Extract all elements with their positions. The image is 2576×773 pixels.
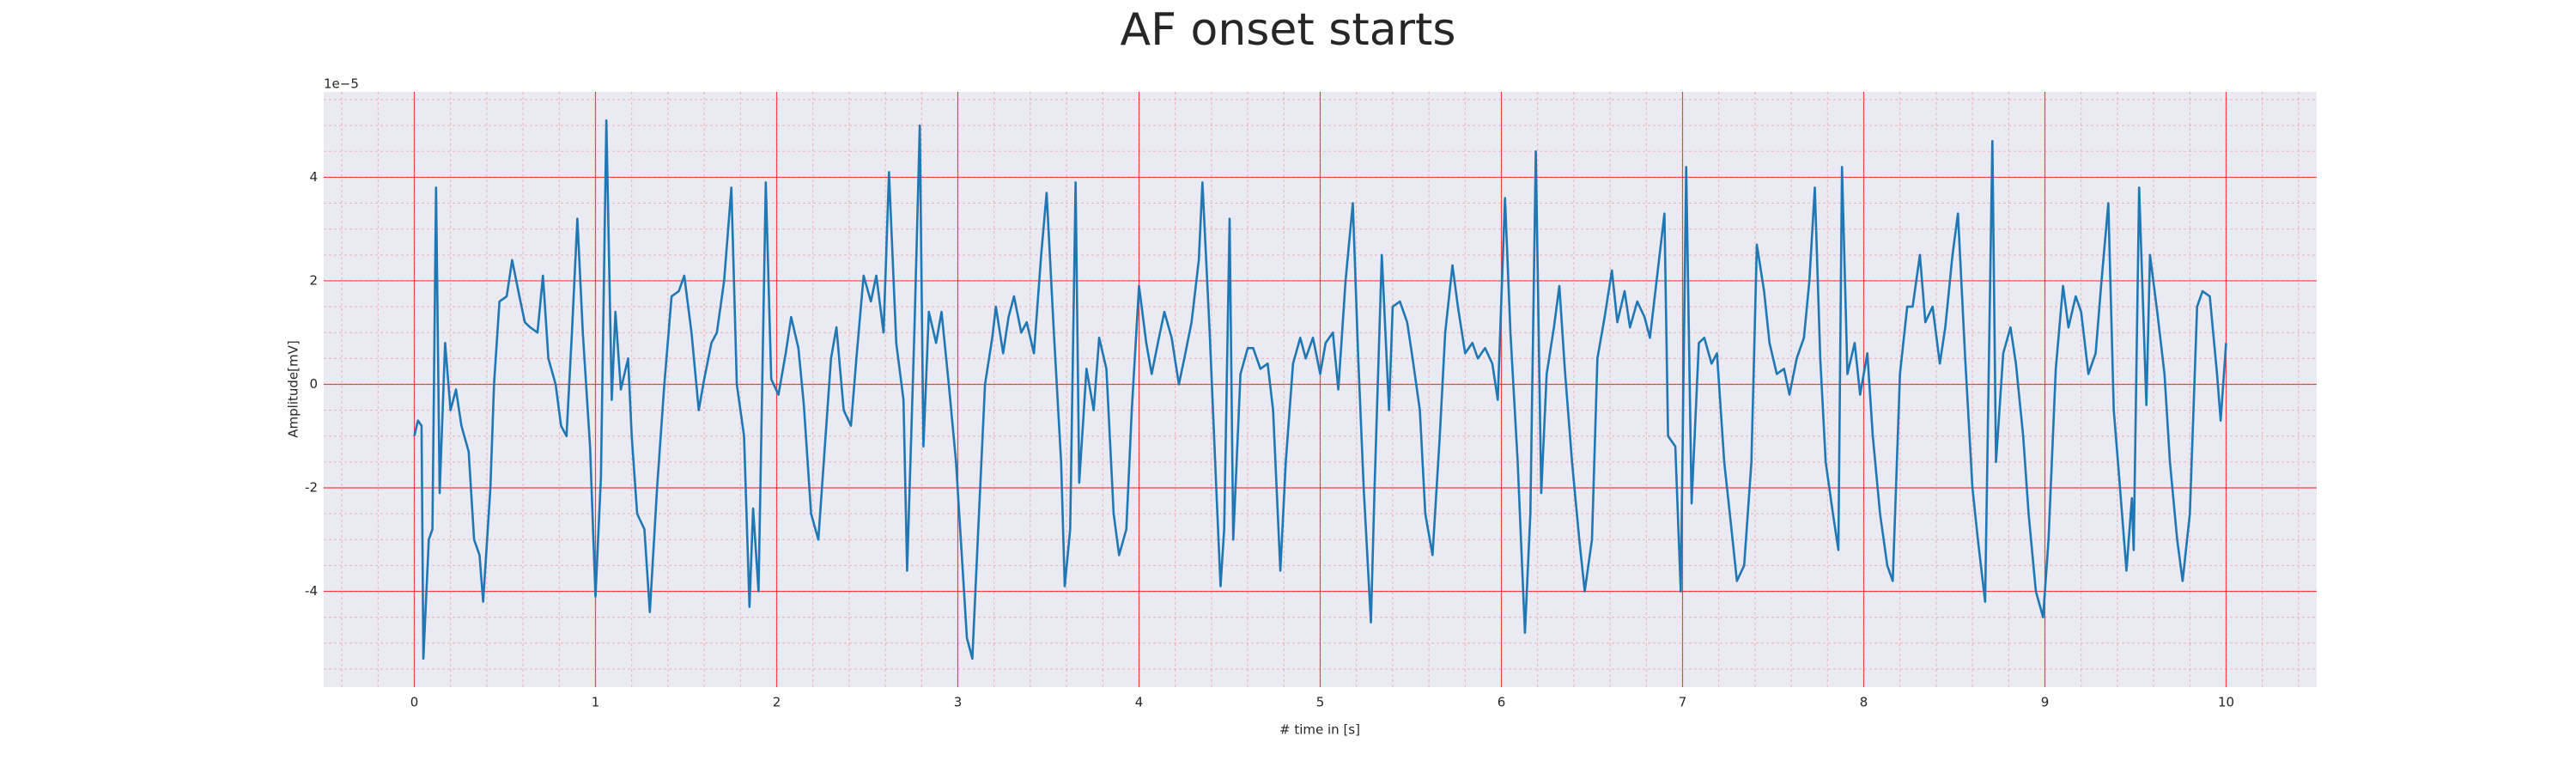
x-tick-label: 10 — [2218, 695, 2234, 710]
x-tick-label: 6 — [1498, 695, 1506, 710]
x-tick-label: 2 — [773, 695, 781, 710]
signal-line — [413, 119, 2227, 660]
x-tick-label: 1 — [592, 695, 600, 710]
x-tick-label: 8 — [1860, 695, 1868, 710]
y-axis-label: Amplitude[mV] — [286, 340, 301, 437]
x-tick-label: 0 — [410, 695, 419, 710]
y-tick-label: 4 — [309, 169, 318, 185]
x-tick-label: 4 — [1135, 695, 1144, 710]
x-axis-label: # time in [s] — [1279, 722, 1360, 738]
chart-title: AF onset starts — [1121, 4, 1456, 56]
y-tick-label: 2 — [309, 272, 318, 288]
y-tick-label: -4 — [305, 583, 318, 599]
y-tick-label: -2 — [305, 479, 318, 495]
y-offset-label: 1e−5 — [324, 76, 359, 92]
x-tick-label: 3 — [954, 695, 963, 710]
x-tick-label: 7 — [1679, 695, 1687, 710]
x-tick-label: 5 — [1316, 695, 1325, 710]
x-tick-label: 9 — [2041, 695, 2050, 710]
y-tick-label: 0 — [309, 376, 318, 392]
